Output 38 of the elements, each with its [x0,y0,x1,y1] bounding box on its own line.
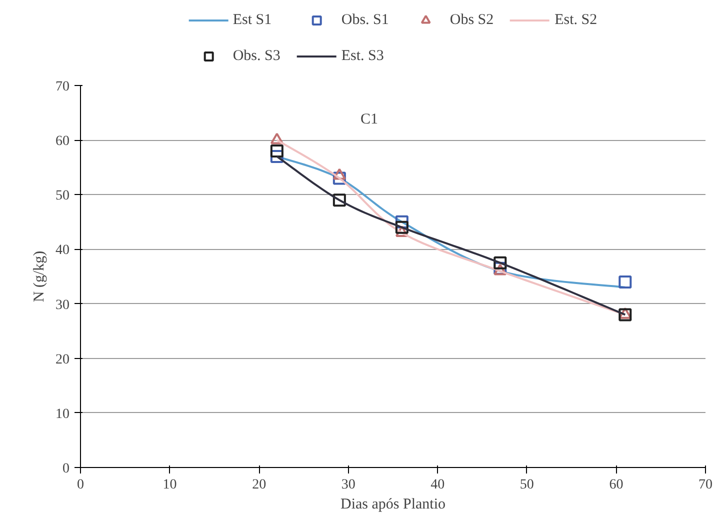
y-tick-label: 50 [56,188,70,204]
y-tick-label: 70 [56,80,70,94]
legend-label: Est. S2 [554,12,598,28]
legend-label: Est. S3 [341,48,384,64]
y-tick-label: 20 [56,352,70,368]
x-tick-label: 20 [252,478,266,492]
point [494,256,507,270]
x-tick-label: 10 [162,478,177,492]
x-tick-label: 50 [520,478,534,492]
x-tick-label: 30 [341,478,356,492]
x-tick-label: 60 [609,478,624,492]
x-tick-label: 70 [698,478,712,492]
x-tick-label: 0 [77,478,84,492]
point [270,144,284,158]
point [270,150,284,163]
y-tick-label: 0 [62,462,70,476]
y-tick-label: 40 [56,243,70,258]
y-axis-title: N (g/kg) [32,250,48,302]
point [395,215,408,228]
point [395,220,408,234]
point [332,172,346,185]
y-tick-label: 60 [56,134,70,150]
y-tick-label: 30 [56,298,70,313]
legend-label: Est S1 [232,12,272,28]
point [332,194,346,207]
annotation: C1 [360,112,378,128]
legend-label: Obs. S3 [232,48,280,64]
point [270,132,284,144]
y-tick-label: 10 [56,406,70,422]
legend-label: Obs S2 [450,12,494,28]
point [618,275,632,288]
point [332,168,346,180]
x-axis-title: Dias após Plantio [340,496,446,512]
point [395,225,408,238]
x-tick-label: 40 [430,478,445,492]
point [618,308,632,322]
point [618,307,632,319]
legend-label: Obs. S1 [341,12,389,28]
